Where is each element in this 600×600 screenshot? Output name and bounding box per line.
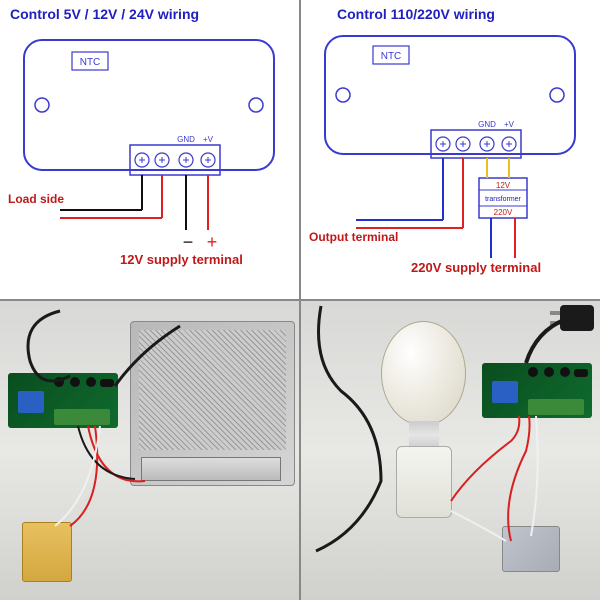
v-label: +V	[203, 135, 214, 144]
photo-bg-right	[301, 301, 600, 600]
wires-left	[0, 301, 299, 600]
svg-text:220V: 220V	[494, 208, 513, 217]
photo-bg-left	[0, 301, 299, 600]
gnd-label: GND	[177, 135, 195, 144]
svg-text:GND: GND	[478, 120, 496, 129]
output-terminal-label: Output terminal	[309, 230, 398, 244]
four-panel-grid: Control 5V / 12V / 24V wiring NTC GND +V	[0, 0, 600, 600]
wires-right	[301, 301, 600, 600]
svg-text:12V: 12V	[496, 181, 511, 190]
svg-text:−: −	[183, 232, 194, 252]
supply-label-hv: 220V supply terminal	[411, 260, 541, 275]
panel-low-voltage-diagram: Control 5V / 12V / 24V wiring NTC GND +V	[0, 0, 299, 299]
panel-photo-psu	[0, 301, 299, 600]
panel-high-voltage-diagram: Control 110/220V wiring NTC GND +V 12V	[301, 0, 600, 299]
title-high-voltage: Control 110/220V wiring	[337, 6, 495, 22]
panel-photo-bulb	[301, 301, 600, 600]
svg-text:transformer: transformer	[485, 196, 521, 203]
ntc-label: NTC	[80, 57, 101, 68]
svg-text:+: +	[207, 232, 218, 252]
title-low-voltage: Control 5V / 12V / 24V wiring	[10, 6, 199, 22]
diagram-svg-high-voltage: NTC GND +V 12V transformer 220V	[301, 0, 600, 299]
load-side-label: Load side	[8, 192, 64, 206]
supply-label-lv: 12V supply terminal	[120, 252, 243, 267]
svg-text:+V: +V	[504, 120, 515, 129]
ntc-label-hv: NTC	[381, 51, 402, 62]
